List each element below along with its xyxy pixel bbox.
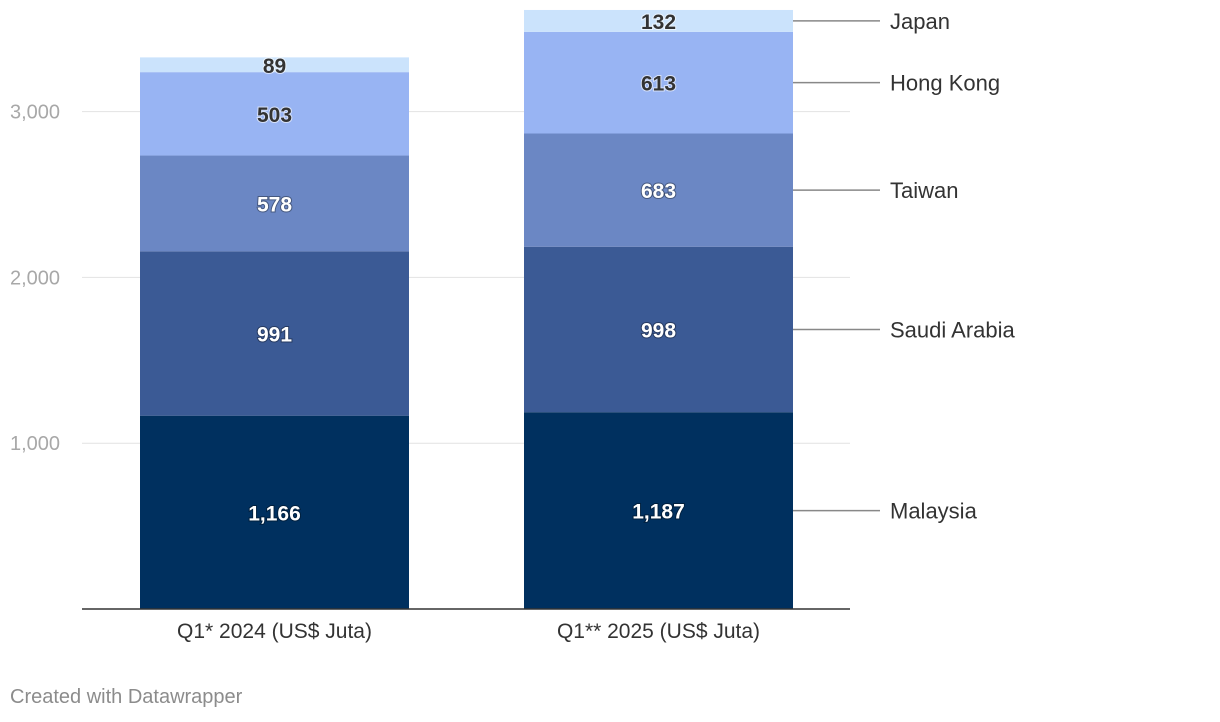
value-label: 89 (263, 55, 286, 78)
value-label: 998 (641, 319, 676, 342)
y-tick-label: 1,000 (10, 433, 60, 455)
legend-label: Taiwan (890, 178, 958, 203)
legend-label: Japan (890, 9, 950, 34)
value-label: 1,166 (248, 502, 301, 525)
bar-segment (140, 57, 409, 73)
bar-segment (524, 412, 793, 609)
bar-segment (524, 31, 793, 134)
y-tick-label: 2,000 (10, 267, 60, 289)
value-label: 613 (641, 73, 676, 96)
value-label: 503 (257, 104, 292, 127)
y-tick-label: 3,000 (10, 102, 60, 124)
legend-label: Hong Kong (890, 71, 1000, 96)
bar-segment (140, 155, 409, 252)
value-label: 683 (641, 180, 676, 203)
legend-label: Malaysia (890, 499, 978, 524)
legend-label: Saudi Arabia (890, 317, 1016, 342)
bar-segment (524, 9, 793, 32)
bar-segment (140, 415, 409, 609)
value-label: 1,187 (632, 501, 685, 524)
x-category-label: Q1** 2025 (US$ Juta) (557, 620, 760, 643)
bar-segment (140, 251, 409, 416)
x-category-label: Q1* 2024 (US$ Juta) (177, 620, 372, 643)
bar-segment (524, 133, 793, 247)
bar-segment (524, 246, 793, 413)
datawrapper-credit: Created with Datawrapper (10, 686, 243, 708)
value-label: 578 (257, 193, 292, 216)
value-label: 991 (257, 324, 292, 347)
bar-segment (140, 72, 409, 156)
value-label: 132 (641, 11, 676, 34)
